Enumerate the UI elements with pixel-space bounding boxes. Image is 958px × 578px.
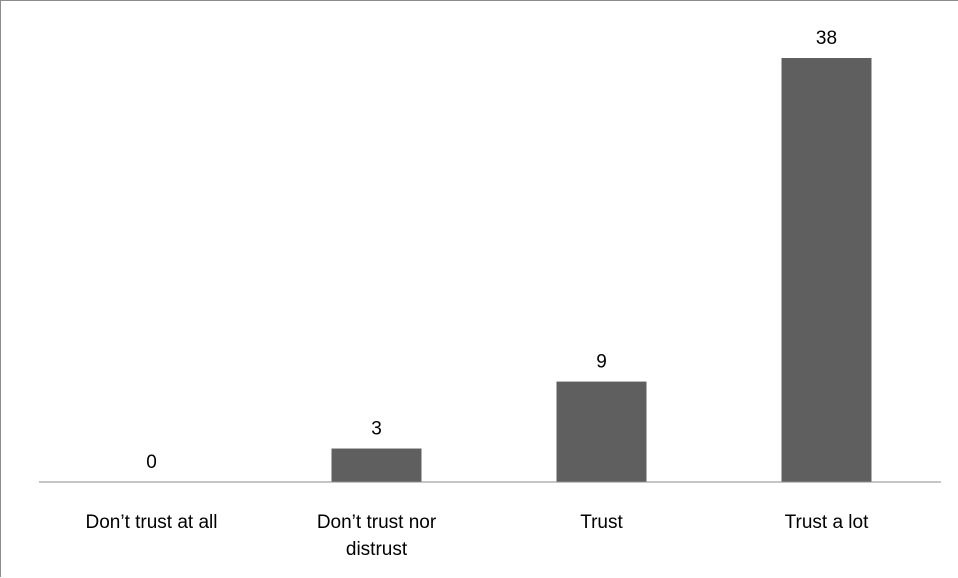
data-label-1: 3 <box>371 419 382 440</box>
category-label-2: Trust <box>580 512 623 533</box>
bar-1 <box>331 448 422 482</box>
data-labels-layer: 0 3 9 38 <box>146 28 837 473</box>
bars-layer <box>331 58 872 482</box>
data-label-0: 0 <box>146 452 157 473</box>
category-label-line: distrust <box>346 539 408 560</box>
bar-2 <box>556 381 647 482</box>
category-label-line: Don’t trust at all <box>86 512 218 533</box>
data-label-3: 38 <box>816 28 837 49</box>
category-label-line: Don’t trust nor <box>317 512 437 533</box>
data-label-2: 9 <box>596 352 607 373</box>
category-label-0: Don’t trust at all <box>86 512 218 533</box>
category-label-3: Trust a lot <box>785 512 869 533</box>
category-label-1: Don’t trust nor distrust <box>317 512 437 560</box>
bar-3 <box>781 58 872 482</box>
category-labels-layer: Don’t trust at all Don’t trust nor distrus… <box>86 512 870 560</box>
category-label-line: Trust a lot <box>785 512 869 533</box>
category-label-line: Trust <box>580 512 623 533</box>
